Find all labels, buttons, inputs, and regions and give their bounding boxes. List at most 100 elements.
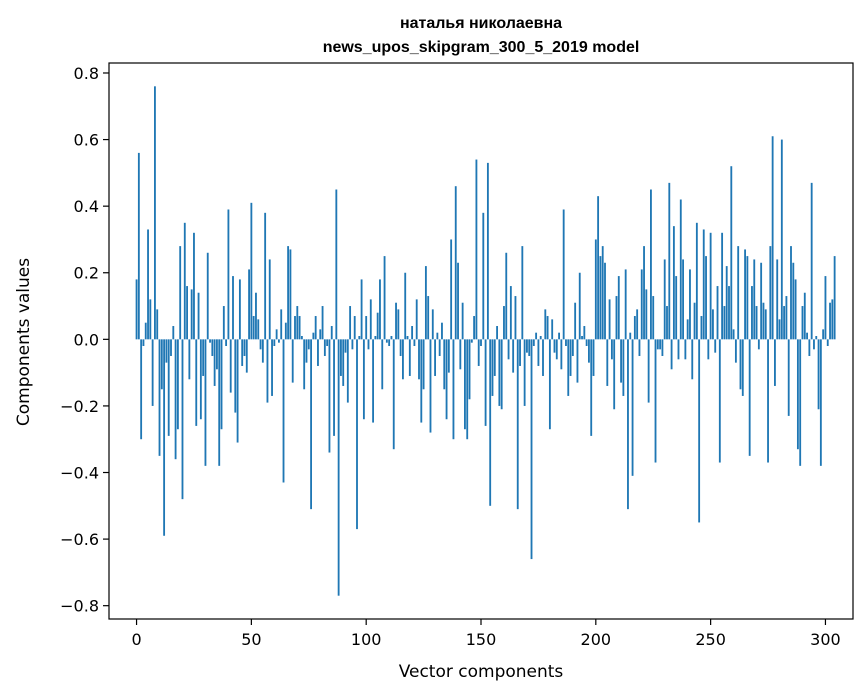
bar (199, 339, 202, 420)
bar (679, 199, 682, 340)
bar (459, 339, 462, 370)
bar (156, 309, 159, 340)
bar (284, 322, 287, 340)
bar (413, 339, 416, 346)
bar (204, 339, 207, 466)
bar (744, 249, 746, 340)
bar (385, 339, 388, 343)
bar (792, 262, 795, 340)
bar (333, 339, 335, 436)
x-tick-label: 0 (131, 630, 141, 649)
bar (613, 339, 616, 410)
bar (691, 339, 694, 380)
bar (707, 339, 710, 360)
bar (803, 292, 806, 340)
bar (252, 316, 255, 340)
bar (482, 212, 485, 340)
bar (813, 339, 815, 350)
bar (142, 339, 145, 346)
bar (695, 222, 698, 340)
bar (767, 339, 769, 463)
bar (741, 339, 744, 396)
bar (388, 339, 391, 346)
bar (330, 326, 333, 340)
bar (762, 302, 765, 340)
bar (500, 339, 503, 410)
bar (755, 306, 758, 340)
bar (486, 162, 489, 340)
bar (622, 339, 625, 396)
bar (411, 326, 414, 340)
bar (160, 339, 163, 390)
bar (677, 339, 680, 360)
bar (353, 316, 356, 340)
bar (523, 339, 526, 406)
bar (225, 339, 228, 346)
bar (656, 339, 659, 350)
bar (544, 309, 547, 340)
bar (222, 306, 225, 340)
bar (610, 339, 613, 360)
bar (149, 299, 152, 340)
bar (450, 239, 453, 340)
bar (753, 259, 756, 340)
bar (558, 332, 560, 340)
bar (255, 292, 257, 340)
bar (464, 339, 466, 430)
bar (278, 339, 280, 343)
bar (489, 339, 492, 506)
bar (340, 339, 342, 376)
bar (650, 189, 652, 340)
bar (661, 339, 664, 356)
y-tick-label: 0.6 (74, 131, 99, 150)
bar (484, 339, 487, 426)
bar (317, 339, 319, 366)
bar (620, 339, 622, 383)
bar (794, 279, 797, 340)
bar (468, 339, 471, 400)
bar (420, 339, 423, 423)
bar (261, 339, 264, 363)
bar (434, 339, 436, 376)
y-axis-ticks: −0.8 −0.6 −0.4 −0.2 0.0 0.2 0.4 0.6 0.8 (60, 64, 109, 616)
bar (810, 182, 813, 340)
bar (271, 339, 273, 396)
bar (539, 336, 542, 340)
bar (447, 339, 450, 373)
bar (365, 316, 368, 340)
bar (218, 339, 221, 466)
bar (594, 239, 597, 340)
bar (197, 292, 200, 340)
bar (627, 339, 629, 510)
bar (213, 339, 216, 386)
bar (716, 286, 719, 340)
y-tick-label: −0.8 (60, 597, 99, 616)
bar (312, 332, 315, 340)
bar (721, 232, 724, 340)
bar (245, 339, 248, 373)
bar (771, 136, 774, 340)
bar (601, 246, 604, 340)
bars-group (135, 86, 836, 596)
bar (670, 339, 673, 370)
bar (232, 276, 234, 340)
bar (266, 339, 269, 403)
x-tick-label: 200 (581, 630, 612, 649)
bar (445, 339, 448, 420)
bar (280, 309, 283, 340)
bar (693, 302, 696, 340)
x-tick-label: 150 (466, 630, 497, 649)
bar (764, 309, 767, 340)
bar (526, 339, 528, 353)
chart-title-line2: news_upos_skipgram_300_5_2019 model (323, 39, 640, 56)
bar (801, 306, 804, 340)
bar (629, 332, 632, 340)
bar (358, 336, 361, 340)
bar (211, 339, 214, 356)
bar (326, 339, 329, 346)
bar (734, 339, 737, 363)
bar (470, 339, 473, 343)
bar (188, 339, 191, 380)
bar (521, 246, 524, 340)
